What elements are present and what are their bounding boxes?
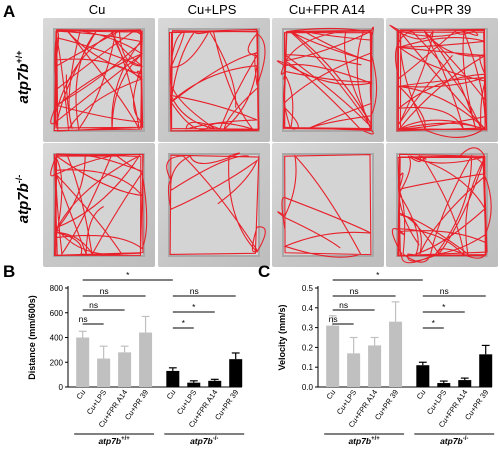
significance-label: ns — [350, 286, 359, 296]
panel-c-letter: C — [258, 262, 271, 281]
y-tick-label: 600 — [50, 309, 64, 318]
bar — [139, 332, 153, 387]
arena-well — [168, 153, 260, 257]
bar — [187, 382, 201, 387]
swim-track — [166, 152, 266, 256]
significance-label: ns — [440, 286, 449, 296]
y-tick-label: 0 — [59, 383, 64, 392]
tracking-image — [158, 18, 270, 142]
panel-a-letter: A — [3, 2, 16, 21]
bar — [479, 354, 493, 387]
bar — [437, 383, 451, 387]
swim-track — [50, 29, 144, 132]
y-tick-label: 0.2 — [302, 343, 314, 352]
bar — [76, 337, 90, 387]
row-label-wildtype: atp7b+/+ — [14, 50, 32, 104]
bar — [118, 352, 132, 387]
group-label: atp7b+/+ — [348, 436, 380, 446]
significance-label: * — [442, 302, 446, 312]
group-label: atp7b-/- — [440, 436, 468, 446]
x-tick-label: Cu — [165, 388, 178, 401]
y-tick-label: 400 — [50, 334, 64, 343]
significance-label: ns — [89, 300, 98, 310]
track-line — [276, 26, 378, 135]
x-tick-label: Cu — [324, 388, 337, 401]
swim-track — [168, 28, 266, 132]
swim-track — [276, 26, 378, 135]
tracking-image — [386, 18, 498, 142]
swim-track — [277, 154, 372, 258]
track-line — [391, 147, 492, 264]
bar — [229, 359, 243, 387]
significance-label: * — [192, 302, 196, 312]
significance-label: ns — [100, 286, 109, 296]
track-line — [277, 154, 372, 258]
tracking-image — [272, 18, 384, 142]
panel-b-letter: B — [3, 262, 16, 281]
track-line — [389, 24, 488, 138]
tracking-image — [43, 18, 155, 142]
significance-label: ns — [190, 286, 199, 296]
bar — [458, 380, 472, 387]
group-label: atp7b-/- — [190, 436, 218, 446]
bar — [166, 370, 180, 387]
bar — [208, 380, 222, 387]
tracking-image — [272, 143, 384, 267]
column-header-cu: Cu — [88, 2, 106, 17]
significance-label: * — [126, 270, 130, 280]
significance-label: * — [432, 318, 436, 328]
arena-well — [396, 153, 488, 257]
y-tick-label: 0.3 — [302, 324, 314, 333]
swim-track — [50, 153, 148, 257]
x-tick-label: Cu — [74, 388, 87, 401]
row-label-knockout: atp7b-/- — [14, 174, 32, 224]
tracking-image — [158, 143, 270, 267]
x-tick-label: Cu — [415, 388, 428, 401]
y-axis-label: Distance (mm/600s) — [27, 295, 37, 380]
y-tick-label: 800 — [50, 284, 64, 293]
swim-track — [389, 24, 488, 138]
tracking-image — [43, 143, 155, 267]
y-tick-label: 200 — [50, 358, 64, 367]
bar — [326, 325, 340, 387]
significance-label: ns — [329, 314, 338, 324]
bar — [368, 345, 382, 387]
track-line — [50, 29, 144, 132]
track-line — [166, 152, 266, 256]
column-header-cu-fpr-a14: Cu+FPR A14 — [288, 2, 366, 17]
y-tick-label: 0.1 — [302, 363, 314, 372]
bar — [389, 321, 403, 387]
column-header-cu-lps: Cu+LPS — [187, 2, 237, 17]
track-line — [168, 28, 266, 132]
column-header-cu-pr39: Cu+PR 39 — [410, 2, 472, 17]
swim-track — [391, 147, 492, 264]
tracking-image — [386, 143, 498, 267]
bar — [347, 353, 361, 387]
bar — [416, 365, 430, 387]
y-tick-label: 0.0 — [302, 383, 314, 392]
significance-label: ns — [339, 300, 348, 310]
bar — [97, 358, 111, 387]
y-tick-label: 0.4 — [302, 304, 314, 313]
significance-label: ns — [79, 314, 88, 324]
significance-label: * — [376, 270, 380, 280]
significance-label: * — [182, 318, 186, 328]
y-tick-label: 0.5 — [302, 284, 314, 293]
y-axis-label: Velocity (mm/s) — [277, 304, 287, 370]
group-label: atp7b+/+ — [98, 436, 130, 446]
track-line — [50, 153, 148, 257]
